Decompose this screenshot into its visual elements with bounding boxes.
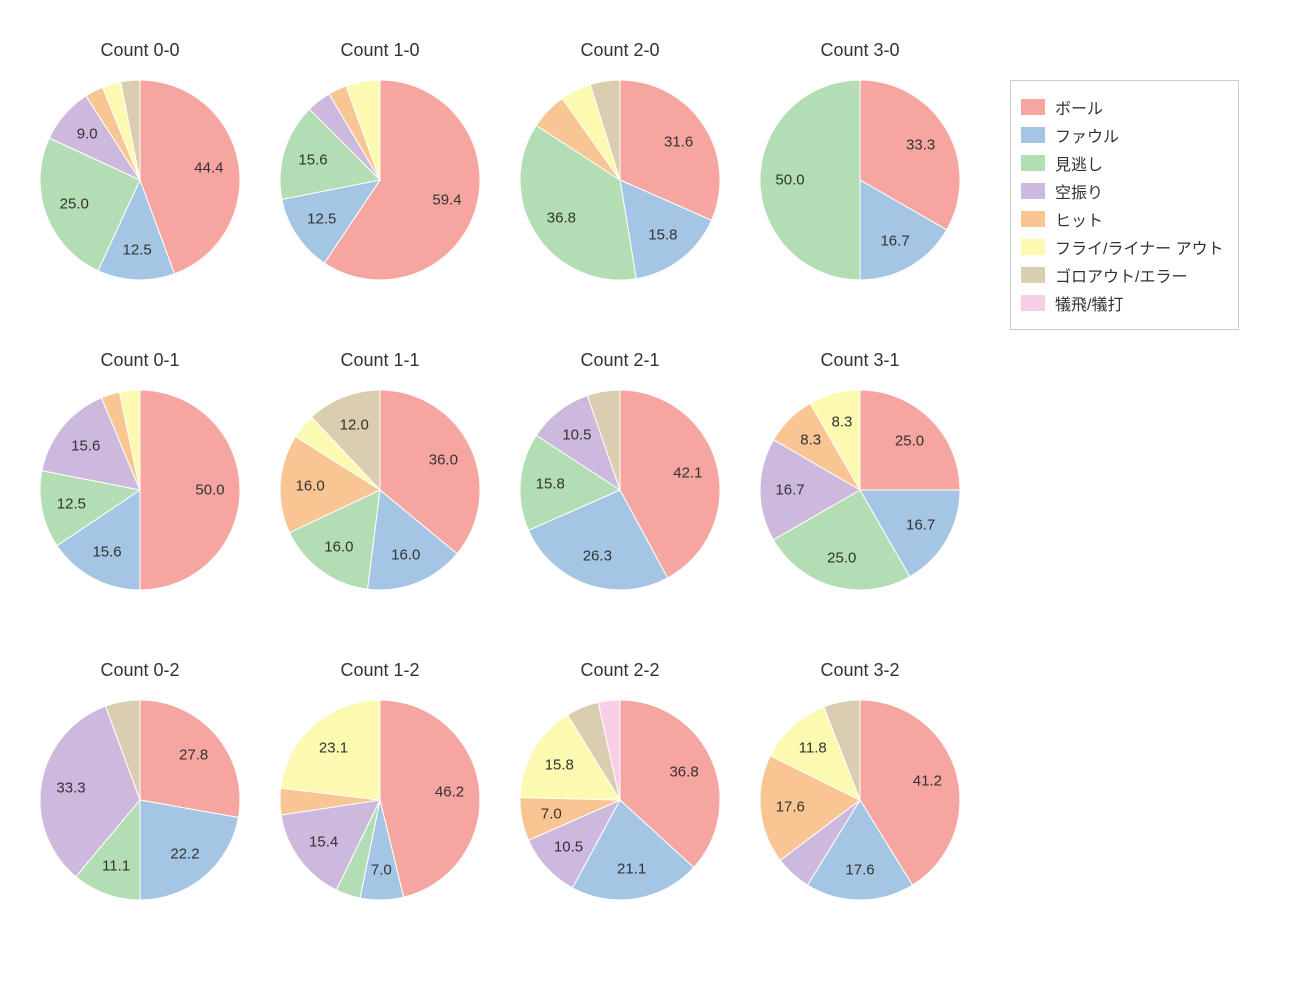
legend-item: 犠飛/犠打 bbox=[1021, 291, 1224, 315]
legend-label: 見逃し bbox=[1055, 151, 1103, 175]
legend-item: 空振り bbox=[1021, 179, 1224, 203]
slice-label: 25.0 bbox=[60, 196, 89, 213]
slice-label: 46.2 bbox=[435, 783, 464, 800]
slice-label: 15.4 bbox=[309, 833, 338, 850]
slice-label: 50.0 bbox=[775, 172, 804, 189]
legend-swatch bbox=[1021, 183, 1045, 199]
legend-swatch bbox=[1021, 239, 1045, 255]
legend-item: ゴロアウト/エラー bbox=[1021, 263, 1224, 287]
slice-label: 12.0 bbox=[340, 416, 369, 433]
slice-label: 31.6 bbox=[664, 133, 693, 150]
legend-item: ヒット bbox=[1021, 207, 1224, 231]
slice-label: 16.7 bbox=[906, 517, 935, 534]
slice-label: 33.3 bbox=[906, 136, 935, 153]
pie-chart bbox=[510, 30, 730, 290]
legend-swatch bbox=[1021, 211, 1045, 227]
legend-label: ゴロアウト/エラー bbox=[1055, 263, 1187, 287]
legend-swatch bbox=[1021, 295, 1045, 311]
slice-label: 17.6 bbox=[845, 862, 874, 879]
legend-label: 犠飛/犠打 bbox=[1055, 291, 1123, 315]
slice-label: 10.5 bbox=[554, 839, 583, 856]
slice-label: 25.0 bbox=[827, 549, 856, 566]
pie-chart bbox=[30, 340, 250, 600]
slice-label: 8.3 bbox=[832, 414, 853, 431]
slice-label: 50.0 bbox=[195, 482, 224, 499]
slice-label: 16.7 bbox=[880, 232, 909, 249]
slice-label: 11.1 bbox=[102, 857, 130, 874]
slice-label: 12.5 bbox=[307, 210, 336, 227]
slice-label: 41.2 bbox=[913, 772, 942, 789]
slice-label: 36.8 bbox=[669, 763, 698, 780]
slice-label: 15.8 bbox=[648, 227, 677, 244]
legend-swatch bbox=[1021, 267, 1045, 283]
legend-label: 空振り bbox=[1055, 179, 1103, 203]
slice-label: 15.6 bbox=[298, 151, 327, 168]
slice-label: 15.6 bbox=[92, 543, 121, 560]
slice-label: 16.0 bbox=[324, 538, 353, 555]
slice-label: 22.2 bbox=[170, 845, 199, 862]
slice-label: 26.3 bbox=[583, 548, 612, 565]
slice-label: 12.5 bbox=[57, 495, 86, 512]
slice-label: 27.8 bbox=[179, 747, 208, 764]
legend-item: フライ/ライナー アウト bbox=[1021, 235, 1224, 259]
slice-label: 59.4 bbox=[432, 192, 461, 209]
slice-label: 7.0 bbox=[541, 805, 562, 822]
legend-label: フライ/ライナー アウト bbox=[1055, 235, 1224, 259]
legend-swatch bbox=[1021, 99, 1045, 115]
slice-label: 10.5 bbox=[562, 426, 591, 443]
slice-label: 15.8 bbox=[536, 476, 565, 493]
slice-label: 7.0 bbox=[371, 861, 392, 878]
slice-label: 15.6 bbox=[71, 437, 100, 454]
pie-chart bbox=[750, 30, 970, 290]
slice-label: 15.8 bbox=[545, 757, 574, 774]
legend-label: ヒット bbox=[1055, 207, 1103, 231]
legend-item: ボール bbox=[1021, 95, 1224, 119]
slice-label: 16.7 bbox=[775, 481, 804, 498]
slice-label: 25.0 bbox=[895, 432, 924, 449]
slice-label: 36.8 bbox=[547, 210, 576, 227]
slice-label: 44.4 bbox=[194, 159, 223, 176]
slice-label: 12.5 bbox=[123, 241, 152, 258]
slice-label: 36.0 bbox=[429, 452, 458, 469]
slice-label: 9.0 bbox=[77, 126, 98, 143]
legend: ボールファウル見逃し空振りヒットフライ/ライナー アウトゴロアウト/エラー犠飛/… bbox=[1010, 80, 1239, 330]
slice-label: 16.0 bbox=[296, 477, 325, 494]
chart-grid: Count 0-044.412.525.09.0Count 1-059.412.… bbox=[0, 0, 1300, 1000]
slice-label: 16.0 bbox=[391, 547, 420, 564]
legend-swatch bbox=[1021, 127, 1045, 143]
slice-label: 21.1 bbox=[617, 861, 646, 878]
legend-swatch bbox=[1021, 155, 1045, 171]
legend-label: ボール bbox=[1055, 95, 1103, 119]
slice-label: 17.6 bbox=[776, 798, 805, 815]
legend-item: ファウル bbox=[1021, 123, 1224, 147]
slice-label: 42.1 bbox=[673, 464, 702, 481]
slice-label: 23.1 bbox=[319, 739, 348, 756]
legend-label: ファウル bbox=[1055, 123, 1119, 147]
slice-label: 8.3 bbox=[800, 432, 821, 449]
slice-label: 11.8 bbox=[799, 740, 827, 757]
pie-chart bbox=[750, 340, 970, 600]
legend-item: 見逃し bbox=[1021, 151, 1224, 175]
pie-chart bbox=[270, 340, 490, 600]
slice-label: 33.3 bbox=[56, 779, 85, 796]
